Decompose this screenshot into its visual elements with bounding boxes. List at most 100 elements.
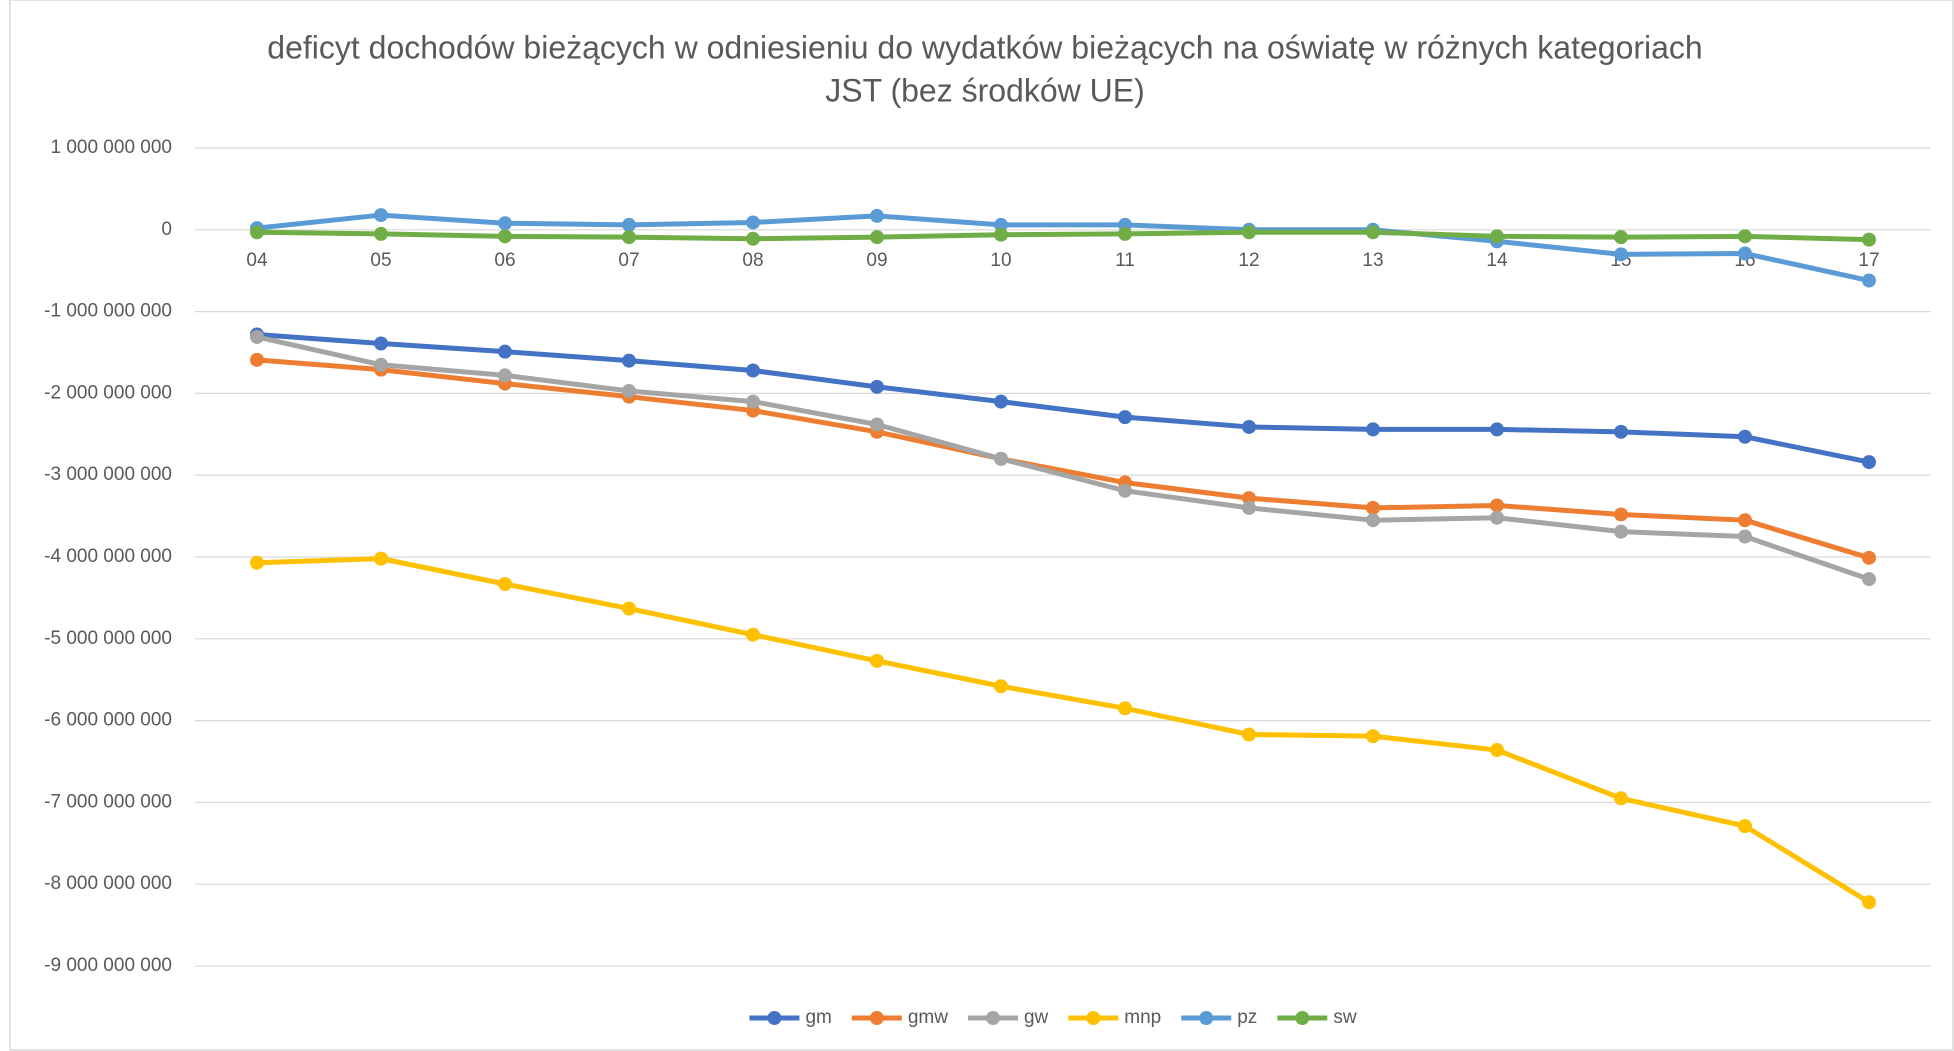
- x-tick-label: 08: [742, 250, 763, 271]
- data-point: [250, 225, 264, 240]
- data-point: [1862, 550, 1876, 565]
- legend-marker: [1199, 1011, 1214, 1025]
- chart-title: deficyt dochodów bieżących w odniesieniu…: [267, 29, 1702, 65]
- chart-frame: [9, 0, 1954, 1051]
- data-point: [1118, 226, 1132, 241]
- data-point: [1490, 510, 1504, 525]
- y-tick-label: -2 000 000 000: [44, 382, 172, 403]
- data-point: [994, 451, 1008, 466]
- x-tick-label: 09: [866, 250, 887, 271]
- x-tick-label: 14: [1486, 250, 1508, 271]
- data-point: [1242, 225, 1256, 240]
- y-tick-label: -5 000 000 000: [44, 628, 172, 649]
- data-point: [1862, 273, 1876, 288]
- legend-label: gmw: [908, 1007, 948, 1028]
- data-point: [1614, 507, 1628, 522]
- data-point: [1614, 230, 1628, 245]
- data-point: [1366, 422, 1380, 437]
- data-point: [1490, 498, 1504, 513]
- y-tick-label: 1 000 000 000: [50, 137, 172, 158]
- data-point: [1366, 225, 1380, 240]
- data-point: [1242, 727, 1256, 742]
- x-tick-label: 10: [990, 250, 1011, 271]
- data-point: [746, 394, 760, 409]
- chart-subtitle: JST (bez środków UE): [825, 72, 1145, 108]
- data-point: [1366, 729, 1380, 744]
- data-point: [374, 226, 388, 241]
- series-line: [256, 212, 1870, 283]
- data-point: [1366, 500, 1380, 515]
- y-tick-label: -4 000 000 000: [44, 546, 172, 567]
- data-point: [1242, 500, 1256, 515]
- series-line: [256, 229, 1870, 243]
- data-point: [1738, 229, 1752, 244]
- data-point: [374, 208, 388, 223]
- data-point: [622, 601, 636, 616]
- data-point: [1738, 513, 1752, 528]
- data-point: [994, 217, 1008, 232]
- data-point: [1614, 247, 1628, 262]
- data-point: [498, 368, 512, 383]
- y-tick-label: -1 000 000 000: [44, 301, 172, 322]
- data-point: [1490, 229, 1504, 244]
- legend-marker: [767, 1011, 782, 1025]
- y-tick-label: -7 000 000 000: [44, 791, 172, 812]
- data-point: [870, 653, 884, 668]
- data-point: [870, 379, 884, 394]
- data-point: [250, 555, 264, 570]
- data-point: [1490, 422, 1504, 437]
- data-point: [622, 230, 636, 245]
- data-point: [622, 383, 636, 398]
- x-tick-label: 12: [1238, 250, 1259, 271]
- data-point: [1738, 246, 1752, 261]
- x-tick-label: 11: [1115, 250, 1135, 271]
- data-point: [622, 353, 636, 368]
- data-point: [250, 352, 264, 367]
- data-point: [250, 329, 264, 344]
- legend-marker: [1295, 1011, 1310, 1025]
- y-tick-label: -3 000 000 000: [44, 464, 172, 485]
- legend-label: mnp: [1124, 1007, 1161, 1028]
- data-point: [498, 216, 512, 231]
- x-tick-label: 04: [246, 250, 268, 271]
- data-point: [746, 215, 760, 230]
- data-point: [1242, 491, 1256, 506]
- data-point: [1862, 232, 1876, 247]
- data-point: [994, 394, 1008, 409]
- series-line: [256, 357, 1870, 561]
- data-point: [1242, 419, 1256, 434]
- data-point: [746, 231, 760, 246]
- x-tick-label: 06: [494, 250, 515, 271]
- data-point: [622, 217, 636, 232]
- data-point: [1862, 572, 1876, 587]
- y-tick-label: -8 000 000 000: [44, 873, 172, 894]
- data-point: [374, 357, 388, 372]
- data-point: [746, 627, 760, 642]
- data-point: [1366, 513, 1380, 528]
- y-tick-label: -9 000 000 000: [44, 955, 172, 976]
- data-point: [994, 679, 1008, 694]
- data-point: [746, 363, 760, 378]
- legend-marker: [869, 1011, 884, 1025]
- x-tick-label: 17: [1858, 250, 1879, 271]
- legend-label: gw: [1024, 1007, 1049, 1028]
- data-point: [1738, 819, 1752, 834]
- data-point: [498, 344, 512, 359]
- x-tick-label: 07: [618, 250, 639, 271]
- data-point: [498, 229, 512, 244]
- legend-label: pz: [1237, 1007, 1257, 1028]
- data-point: [1614, 424, 1628, 439]
- data-point: [1862, 895, 1876, 910]
- x-tick-label: 05: [370, 250, 391, 271]
- data-point: [1614, 791, 1628, 806]
- data-point: [1118, 410, 1132, 425]
- data-point: [1862, 455, 1876, 470]
- y-tick-label: 0: [161, 219, 172, 240]
- data-point: [1118, 701, 1132, 716]
- data-point: [498, 576, 512, 591]
- data-point: [1490, 743, 1504, 758]
- data-point: [870, 230, 884, 245]
- data-point: [994, 227, 1008, 242]
- data-point: [870, 208, 884, 223]
- data-point: [1118, 483, 1132, 498]
